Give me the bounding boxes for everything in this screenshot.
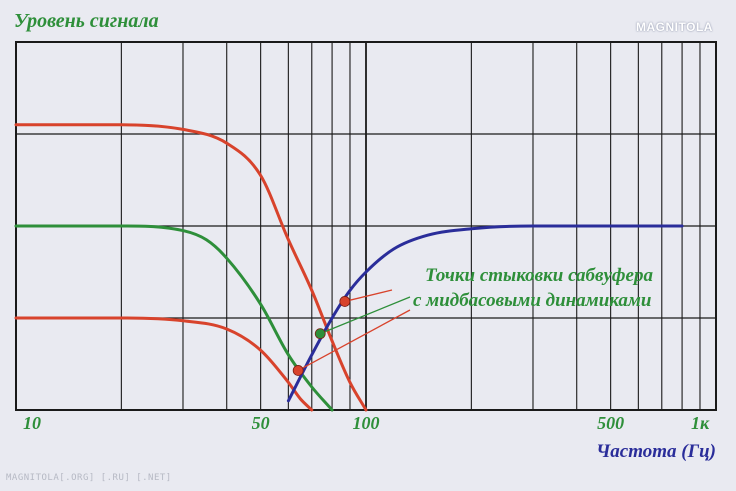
ticks-layer: 10 50 100 500 1к bbox=[23, 413, 710, 433]
annotation-leader-line bbox=[319, 296, 411, 335]
annotation-layer bbox=[297, 289, 411, 372]
points-layer bbox=[292, 296, 351, 376]
crossover-point bbox=[339, 296, 351, 307]
x-tick-label: 10 bbox=[23, 413, 41, 433]
footer-watermark: MAGNITOLA[.ORG] [.RU] [.NET] bbox=[6, 473, 172, 483]
crossover-point bbox=[314, 328, 326, 340]
crossover-point bbox=[292, 365, 304, 376]
x-tick-label: 50 bbox=[252, 413, 270, 433]
x-tick-label: 1к bbox=[691, 413, 710, 433]
series-line bbox=[14, 224, 334, 412]
annotation-leader-line bbox=[344, 289, 393, 303]
magnitola-logo: MAGNITOLA bbox=[636, 20, 713, 34]
series-line bbox=[286, 224, 684, 403]
annotation-line-1: Точки стыковки сабвуфера bbox=[425, 265, 653, 286]
series-line bbox=[14, 123, 368, 412]
x-axis-label: Частота (Гц) bbox=[596, 441, 716, 462]
chart-title: Уровень сигнала bbox=[14, 10, 159, 32]
series-line bbox=[14, 316, 314, 412]
annotation-leader-line bbox=[297, 309, 411, 372]
x-tick-label: 100 bbox=[353, 413, 380, 433]
annotation-line-2: с мидбасовыми динамиками bbox=[413, 290, 652, 311]
series-layer bbox=[14, 123, 684, 412]
x-tick-label: 500 bbox=[597, 413, 624, 433]
